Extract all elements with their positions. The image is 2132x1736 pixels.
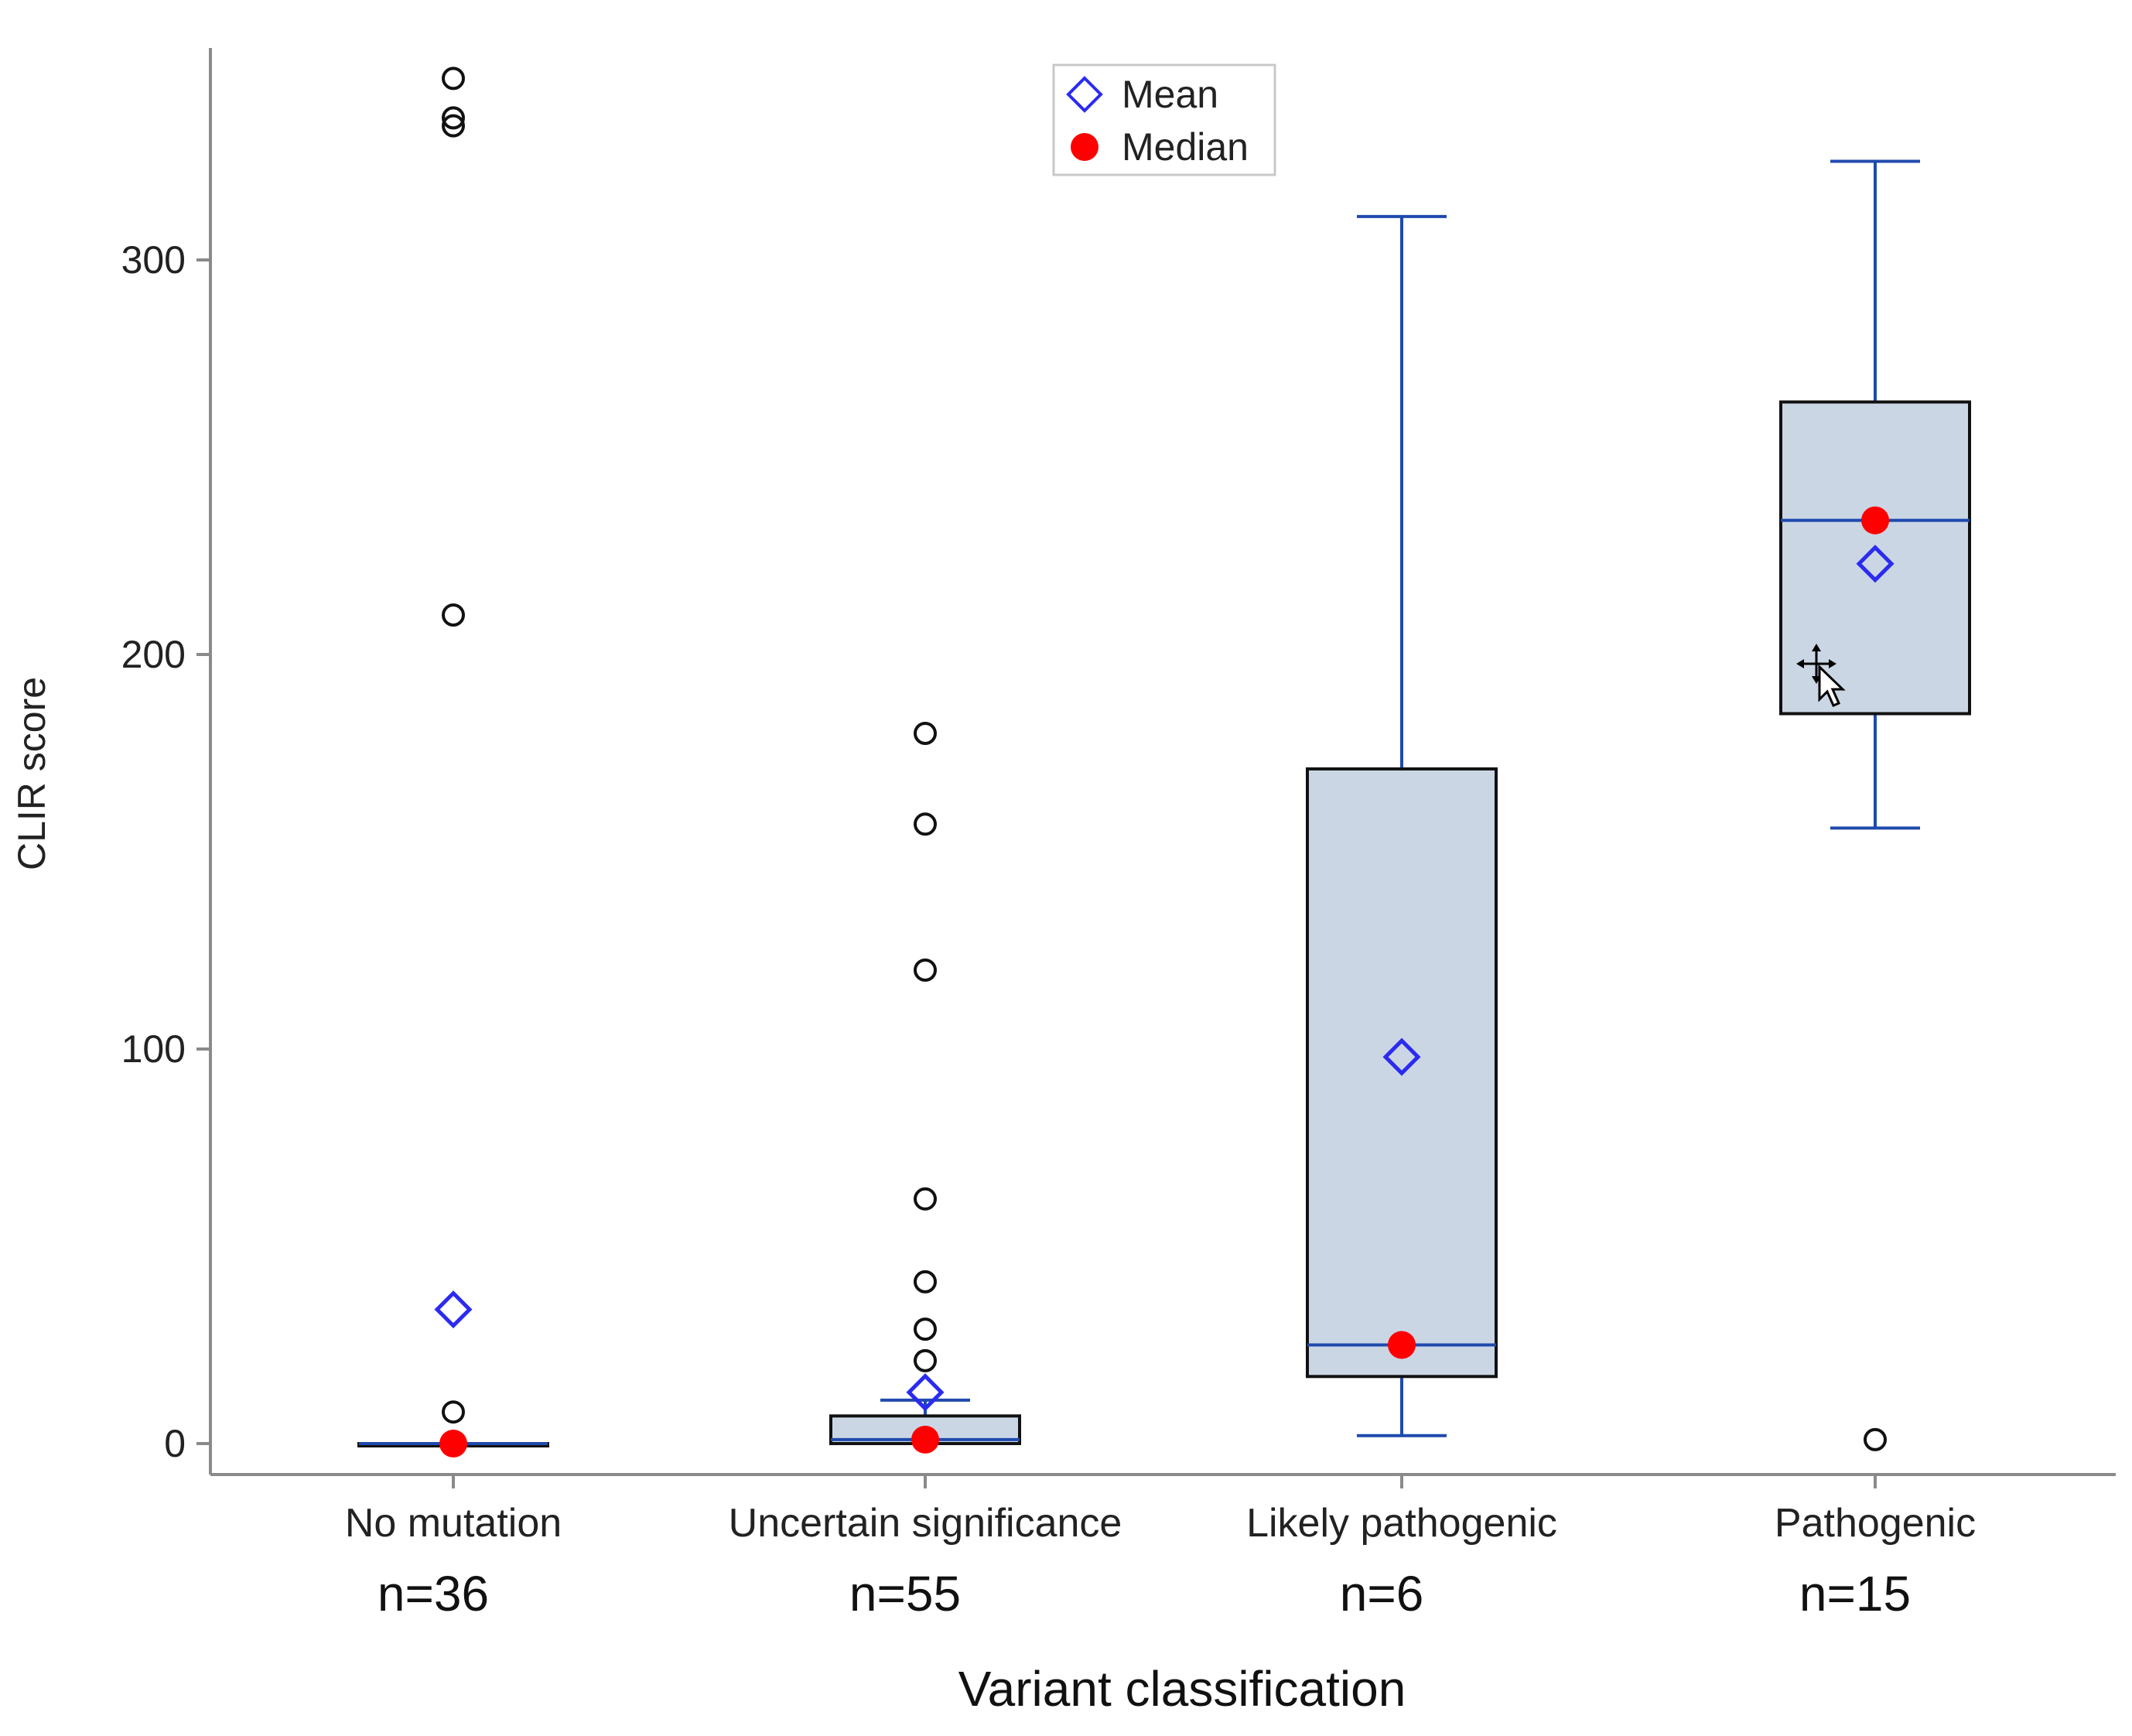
median-marker [1388,1331,1416,1359]
y-tick-label: 200 [121,633,186,676]
sample-size-label: n=36 [378,1566,489,1622]
outlier-point [914,1270,937,1293]
outlier-point [914,959,937,982]
x-axis-title: Variant classification [958,1661,1406,1717]
sample-size-label: n=6 [1340,1566,1424,1622]
outlier-point [442,603,465,627]
legend-mean-label: Mean [1122,73,1218,116]
outlier-point [914,722,937,745]
legend-median-circle-icon [1071,133,1098,161]
outlier-point [442,114,465,138]
x-category-label: Pathogenic [1775,1501,1976,1546]
sample-size-label: n=15 [1799,1566,1911,1622]
x-category-label: No mutation [345,1501,562,1546]
plot-area: 0 100 200 300 No mutation n=36 Uncertain signi… [121,48,2116,1622]
box-group: Likely pathogenic n=6 [1246,214,1557,1622]
legend-mean-diamond-icon [1066,76,1103,113]
legend-median-label: Median [1122,125,1249,169]
y-tick-label: 0 [164,1422,186,1465]
outlier-point [442,1400,465,1424]
y-axis-title: CLIR score [10,677,53,870]
iqr-box [1779,400,1971,716]
x-category-label: Uncertain significance [729,1501,1122,1546]
box-group: No mutation n=36 [345,67,562,1622]
mean-marker [434,1290,473,1329]
mean-marker [906,1373,945,1412]
box-group: Pathogenic n=15 [1775,159,1976,1622]
move-cursor-icon [1796,644,1846,707]
outlier-point [1864,1427,1887,1451]
mean-marker [1382,1037,1421,1076]
outlier-point [914,1348,937,1372]
outlier-point [914,812,937,836]
y-tick-label: 300 [121,238,186,282]
outlier-point [442,106,465,130]
x-category-label: Likely pathogenic [1246,1501,1557,1546]
outlier-point [914,1187,937,1211]
outlier-point [442,67,465,91]
box-group: Uncertain significance n=55 [729,722,1122,1622]
median-marker [1861,506,1889,535]
legend: Mean Median [1052,63,1276,176]
mean-marker [1856,545,1895,583]
median-marker [911,1425,939,1454]
median-marker [439,1430,467,1457]
sample-size-label: n=55 [849,1566,961,1622]
y-tick-label: 100 [121,1027,186,1071]
outlier-point [914,1317,937,1341]
